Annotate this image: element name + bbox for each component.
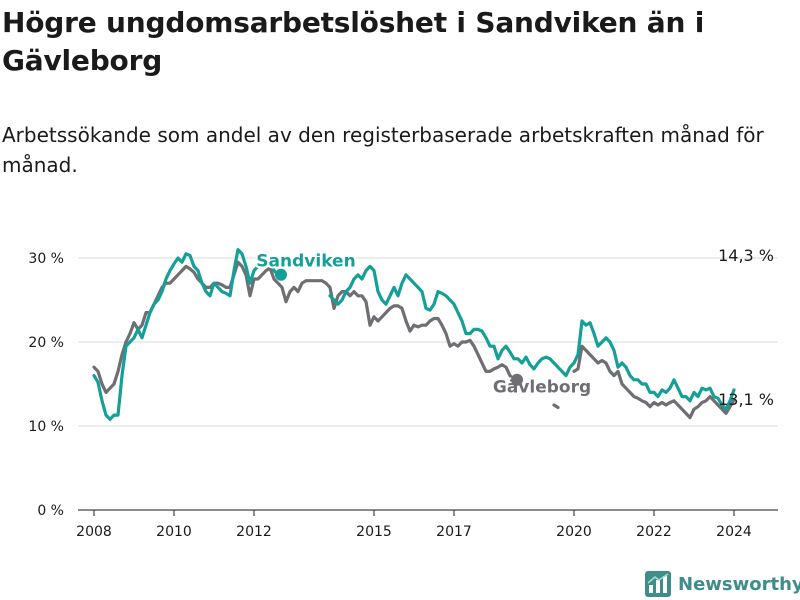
series-line-sandviken: [328, 264, 736, 411]
x-tick-label: 2015: [356, 524, 392, 540]
endpoint-dot-gavleborg: [511, 373, 523, 386]
y-axis-ticks: 0 % 10 % 20 % 30 %: [28, 251, 64, 519]
x-tick-label: 2017: [436, 524, 472, 540]
newsworthy-brand-name: Newsworthy: [678, 573, 800, 595]
series-label-sandviken: Sandviken: [256, 251, 355, 271]
y-tick-label: 20 %: [28, 335, 64, 351]
y-tick-label: 30 %: [28, 251, 64, 267]
chart-subtitle: Arbetssökande som andel av den registerb…: [2, 123, 764, 177]
y-tick-label: 0 %: [37, 503, 64, 519]
newsworthy-logo-icon: [645, 571, 671, 597]
newsworthy-brand[interactable]: Newsworthy: [645, 570, 800, 598]
endpoint-label-gavleborg: 13,1 %: [718, 390, 774, 409]
x-tick-label: 2024: [716, 524, 752, 540]
x-tick-label: 2010: [156, 524, 192, 540]
x-axis-ticks: 2008 2010 2012 2015 2017 2020 2022 2024: [76, 510, 752, 540]
endpoint-dot-sandviken: [275, 268, 287, 281]
series-endpoints: 14,3 % 13,1 %: [275, 246, 774, 409]
endpoint-label-sandviken: 14,3 %: [718, 246, 774, 265]
x-tick-label: 2020: [556, 524, 592, 540]
x-tick-label: 2022: [636, 524, 672, 540]
series-label-halo: Gävleborg: [493, 377, 591, 397]
series-line-gavleborg: [552, 403, 560, 410]
series-lines: [92, 248, 736, 421]
series-label-halo: Sandviken: [256, 251, 355, 271]
series-line-gavleborg: [572, 344, 736, 420]
x-tick-label: 2008: [76, 524, 112, 540]
series-label-gavleborg: Gävleborg: [493, 377, 591, 397]
grid-lines: [78, 257, 778, 511]
series-line-sandviken: [92, 248, 280, 421]
chart-title: Högre ungdomsarbetslöshet i Sandviken än…: [2, 6, 705, 77]
x-tick-label: 2012: [236, 524, 272, 540]
series-line-gavleborg: [92, 260, 516, 394]
y-tick-label: 10 %: [28, 419, 64, 435]
